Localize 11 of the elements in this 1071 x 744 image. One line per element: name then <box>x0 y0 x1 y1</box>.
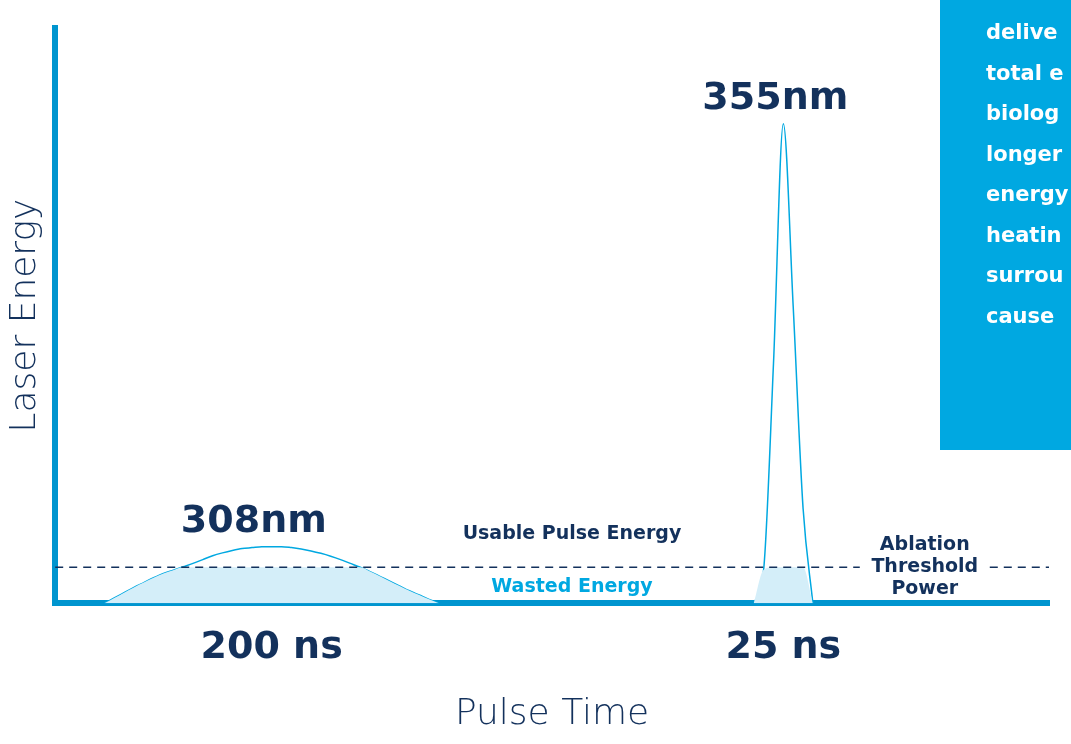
series-label: 308nm <box>180 496 327 541</box>
x-tick-label: 200 ns <box>200 622 343 667</box>
y-axis-title: Laser Energy <box>1 198 43 433</box>
x-axis-title: Pulse Time <box>454 690 650 732</box>
text-panel: delive total e biolog longer energy heatin surrou cause <box>940 0 1071 450</box>
series-label: 355nm <box>702 73 849 118</box>
annotation: Wasted Energy <box>491 574 654 597</box>
x-tick-label: 25 ns <box>725 622 842 667</box>
annotation: Usable Pulse Energy <box>462 521 682 544</box>
ref-line-label: Ablation Threshold Power <box>871 532 979 599</box>
annotation: delive total e biolog longer energy heatin surrou cause <box>986 19 1069 330</box>
